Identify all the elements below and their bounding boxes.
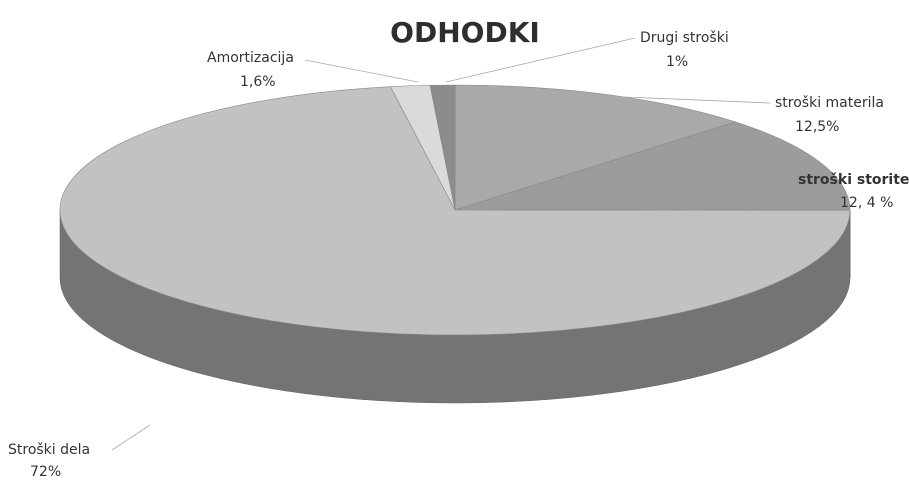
data-label-value: 12, 4 % xyxy=(840,195,893,211)
leader-line xyxy=(111,424,151,451)
leader-line xyxy=(304,59,419,83)
slice xyxy=(454,121,851,211)
chart-title: ODHODKI xyxy=(390,16,540,49)
data-label-name: stroški storitev xyxy=(798,172,909,188)
data-label-name: Stroški dela xyxy=(8,442,90,458)
data-label-value: 1,6% xyxy=(240,74,276,90)
slice xyxy=(454,84,737,211)
leader-line xyxy=(599,95,771,104)
leader-line xyxy=(445,37,636,83)
data-label-name: Drugi stroški xyxy=(640,30,729,46)
slice xyxy=(429,84,456,211)
data-label-name: Amortizacija xyxy=(207,50,294,66)
data-label-value: 1% xyxy=(666,54,688,70)
slice xyxy=(59,86,851,336)
data-label-name: stroški materila xyxy=(775,95,884,111)
data-label-value: 72% xyxy=(30,464,61,480)
data-label-value: 12,5% xyxy=(795,119,839,135)
